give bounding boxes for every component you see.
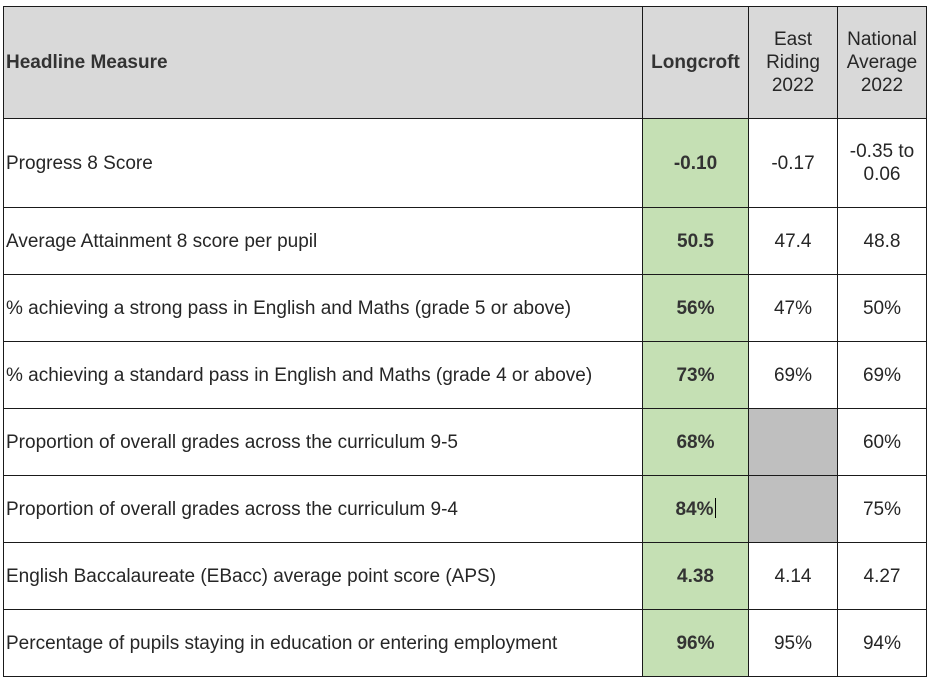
- longcroft-value-cell: 50.5: [642, 207, 749, 275]
- longcroft-value-cell: 96%: [642, 609, 749, 677]
- header-east-riding-line-1: East: [773, 29, 813, 50]
- longcroft-value-text: 84%: [675, 498, 714, 520]
- table-row: % achieving a standard pass in English a…: [3, 341, 927, 409]
- measure-cell: Percentage of pupils staying in educatio…: [3, 609, 643, 677]
- national-value-cell: 48.8: [837, 207, 927, 275]
- measure-cell: % achieving a standard pass in English a…: [3, 341, 643, 409]
- east-riding-value-cell: 69%: [748, 341, 838, 409]
- header-east-riding-2022: East Riding 2022: [748, 6, 838, 119]
- headline-measures-table: Headline Measure Longcroft East Riding 2…: [3, 6, 927, 677]
- national-value-cell: 50%: [837, 274, 927, 342]
- header-national-average-2022: National Average 2022: [837, 6, 927, 119]
- east-riding-value-cell: 47%: [748, 274, 838, 342]
- table-row: Proportion of overall grades across the …: [3, 475, 927, 543]
- header-national-line-2: Average: [846, 52, 918, 73]
- measure-cell: Progress 8 Score: [3, 118, 643, 208]
- text-cursor: [714, 497, 716, 518]
- longcroft-value-cell: 68%: [642, 408, 749, 476]
- national-value-cell: -0.35 to 0.06: [837, 118, 927, 208]
- longcroft-value-cell: -0.10: [642, 118, 749, 208]
- longcroft-value-cell: 73%: [642, 341, 749, 409]
- longcroft-value-cell[interactable]: 84%: [642, 475, 749, 543]
- longcroft-value-cell: 56%: [642, 274, 749, 342]
- measure-cell: % achieving a strong pass in English and…: [3, 274, 643, 342]
- national-value-cell: 94%: [837, 609, 927, 677]
- header-east-riding-line-3: 2022: [771, 75, 815, 96]
- east-riding-empty-cell: [748, 475, 838, 543]
- east-riding-value-cell: -0.17: [748, 118, 838, 208]
- east-riding-value-cell: 4.14: [748, 542, 838, 610]
- header-national-line-3: 2022: [860, 75, 904, 96]
- measure-cell: Proportion of overall grades across the …: [3, 408, 643, 476]
- table-row: % achieving a strong pass in English and…: [3, 274, 927, 342]
- table-row: Average Attainment 8 score per pupil 50.…: [3, 207, 927, 275]
- east-riding-value-cell: 47.4: [748, 207, 838, 275]
- measure-cell: English Baccalaureate (EBacc) average po…: [3, 542, 643, 610]
- national-value-line-2: 0.06: [863, 164, 901, 185]
- east-riding-empty-cell: [748, 408, 838, 476]
- measure-cell: Average Attainment 8 score per pupil: [3, 207, 643, 275]
- national-value-cell: 60%: [837, 408, 927, 476]
- header-east-riding-line-2: Riding: [766, 52, 820, 73]
- table-row: Proportion of overall grades across the …: [3, 408, 927, 476]
- header-national-line-1: National: [847, 29, 917, 50]
- national-value-line-1: -0.35 to: [849, 141, 915, 162]
- table-row: Progress 8 Score -0.10 -0.17 -0.35 to 0.…: [3, 118, 927, 208]
- header-longcroft: Longcroft: [642, 6, 749, 119]
- header-headline-measure: Headline Measure: [3, 6, 643, 119]
- table-row: Percentage of pupils staying in educatio…: [3, 609, 927, 677]
- east-riding-value-cell: 95%: [748, 609, 838, 677]
- national-value-cell: 69%: [837, 341, 927, 409]
- longcroft-value-cell: 4.38: [642, 542, 749, 610]
- header-row: Headline Measure Longcroft East Riding 2…: [3, 6, 927, 119]
- table-row: English Baccalaureate (EBacc) average po…: [3, 542, 927, 610]
- measure-cell: Proportion of overall grades across the …: [3, 475, 643, 543]
- national-value-cell: 75%: [837, 475, 927, 543]
- national-value-cell: 4.27: [837, 542, 927, 610]
